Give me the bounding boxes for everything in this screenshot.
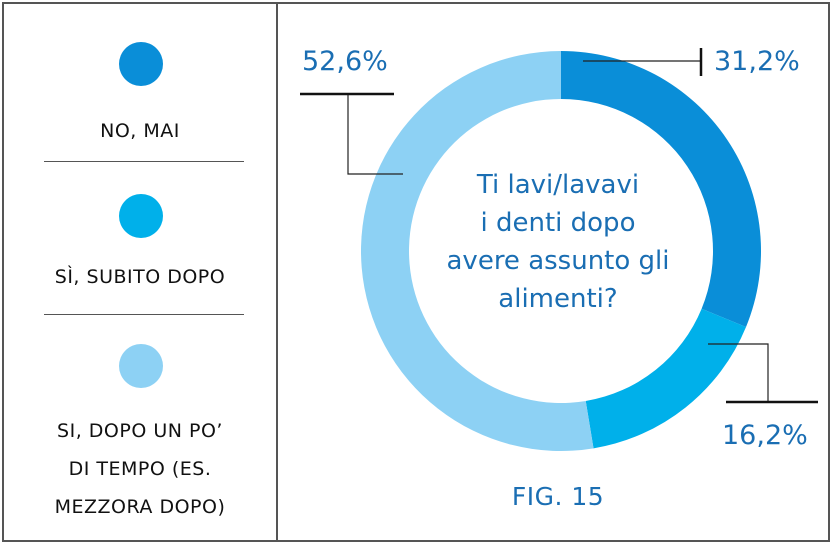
question-line: i denti dopo <box>480 208 636 238</box>
question-line: avere assunto gli <box>446 246 670 276</box>
data-label-si-subito: 16,2% <box>722 420 808 451</box>
legend-dot-si-dopo <box>119 344 163 388</box>
legend-dot-no-mai <box>119 42 163 86</box>
legend-dot-si-subito <box>119 194 163 238</box>
donut-svg <box>300 48 818 451</box>
donut-chart: Ti lavi/lavavi i denti dopo avere assunt… <box>278 4 828 540</box>
legend-label-line: NO, MAI <box>100 120 180 142</box>
donut-slice-si-subito <box>585 308 747 449</box>
legend-label-line: SI, DOPO UN PO’ <box>57 420 223 442</box>
legend-label-no-mai: NO, MAI <box>4 112 276 150</box>
question-line: Ti lavi/lavavi <box>476 170 640 200</box>
legend-label-line: SÌ, SUBITO DOPO <box>54 266 226 288</box>
figure-frame: NO, MAI SÌ, SUBITO DOPO SI, DOPO UN PO’ … <box>2 2 830 542</box>
donut-slice-no-mai <box>561 51 761 327</box>
legend-separator <box>44 161 244 162</box>
legend-label-si-dopo: SI, DOPO UN PO’ DI TEMPO (ES. MEZZORA DO… <box>4 412 276 526</box>
legend-label-line: DI TEMPO (ES. <box>68 458 212 480</box>
chart-question: Ti lavi/lavavi i denti dopo avere assunt… <box>428 166 688 318</box>
legend-label-si-subito: SÌ, SUBITO DOPO <box>4 258 276 296</box>
legend-label-line: MEZZORA DOPO) <box>54 496 226 518</box>
leader-line-si-dopo <box>347 94 403 175</box>
legend-separator <box>44 314 244 315</box>
figure-label: FIG. 15 <box>511 482 605 511</box>
leader-line-si-subito <box>708 343 769 402</box>
panel-divider <box>276 4 278 540</box>
data-label-no-mai: 31,2% <box>714 46 800 77</box>
data-label-si-dopo: 52,6% <box>302 46 388 77</box>
legend: NO, MAI SÌ, SUBITO DOPO SI, DOPO UN PO’ … <box>4 4 276 540</box>
donut-slice-si-dopo <box>360 51 594 451</box>
question-line: alimenti? <box>498 284 618 314</box>
